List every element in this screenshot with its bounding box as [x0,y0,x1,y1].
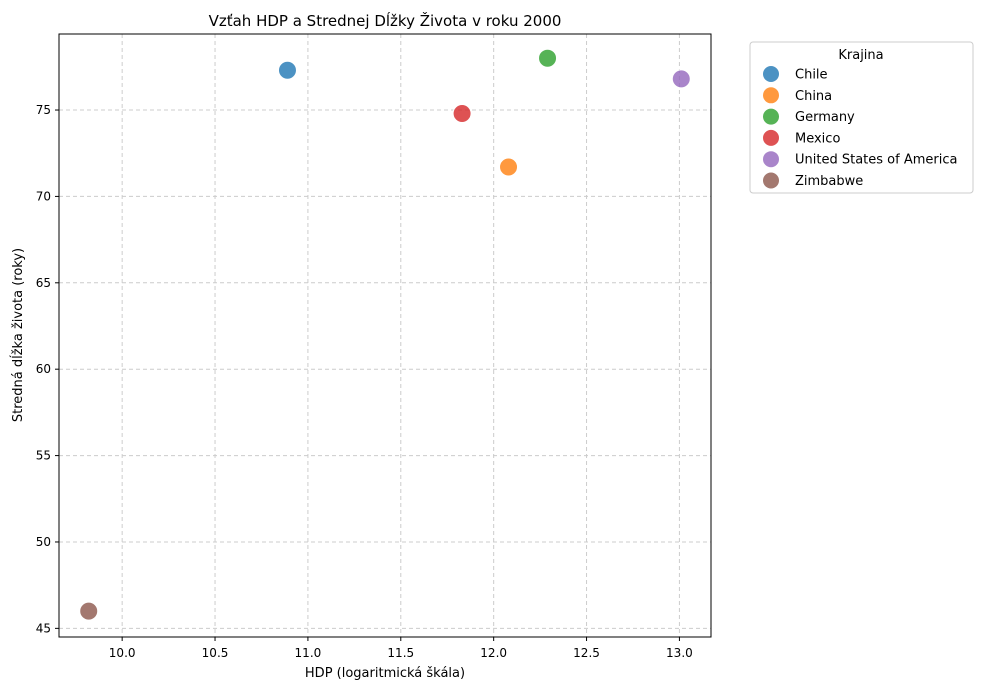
y-axis-ticks: 45 50 55 60 65 70 75 [36,103,59,635]
legend-marker [763,108,779,125]
x-tick-label: 12.0 [480,646,507,660]
data-point-china [499,157,519,177]
legend-title: Krajina [838,48,883,63]
x-axis-label: HDP (logaritmická škála) [305,666,465,681]
legend-marker [763,172,779,189]
y-tick-label: 60 [36,362,51,376]
x-tick-label: 11.0 [295,646,322,660]
data-point-united-states-of-america [671,69,691,89]
legend-label: Germany [795,110,855,125]
x-tick-label: 11.5 [387,646,414,660]
data-point-chile [277,60,297,80]
legend-marker [763,87,779,104]
legend-label: Chile [795,68,828,83]
x-axis-ticks: 10.0 10.5 11.0 11.5 12.0 12.5 13.0 [109,637,693,660]
legend-marker [763,151,779,168]
x-tick-label: 10.5 [202,646,229,660]
x-tick-label: 13.0 [666,646,693,660]
legend-label: Zimbabwe [795,174,863,189]
chart-title: Vzťah HDP a Strednej Dĺžky Života v roku… [209,11,562,30]
legend-marker [763,66,779,82]
y-tick-label: 65 [36,276,51,290]
legend-marker [763,129,779,146]
plot-frame [58,33,712,638]
y-tick-label: 70 [36,189,51,203]
legend-label: Mexico [795,131,840,146]
x-tick-label: 12.5 [573,646,600,660]
grid [59,34,711,637]
legend: Krajina Chile China Germany Mexico United St… [749,41,974,194]
x-tick-label: 10.0 [109,646,136,660]
legend-label: United States of America [795,153,957,168]
y-axis-label: Stredná dĺžka života (roky) [10,248,26,422]
data-point-mexico [452,103,472,123]
y-tick-label: 75 [36,103,51,117]
y-tick-label: 50 [36,535,51,549]
legend-frame [749,41,974,194]
legend-label: China [795,89,832,104]
y-tick-label: 55 [36,449,51,463]
data-point-germany [538,48,558,68]
data-point-zimbabwe [79,601,99,621]
legend-items: Chile China Germany Mexico United States of … [763,66,957,189]
y-tick-label: 45 [36,621,51,635]
data-points [79,48,691,621]
